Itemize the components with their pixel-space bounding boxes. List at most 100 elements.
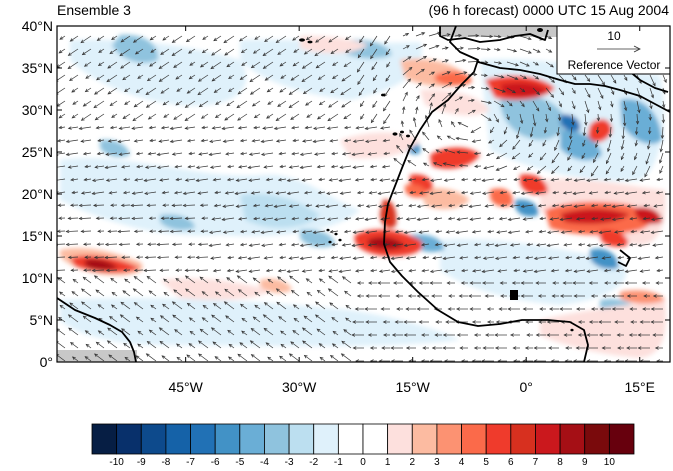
wind-vector	[634, 139, 638, 147]
wind-vector	[329, 230, 339, 234]
wind-vector	[315, 35, 326, 43]
wind-vector	[210, 61, 222, 70]
colorbar-label: 3	[434, 457, 440, 468]
wind-vector	[428, 102, 433, 115]
wind-vector	[459, 256, 469, 260]
wind-vector	[275, 139, 287, 143]
wind-vector	[535, 281, 546, 285]
wind-vector	[445, 320, 455, 324]
wind-vector	[590, 294, 598, 298]
wind-vector	[448, 203, 456, 208]
wind-vector	[539, 152, 547, 161]
wind-vector	[598, 230, 612, 235]
wind-vector	[316, 289, 326, 297]
wind-vector	[442, 346, 455, 350]
wind-vector	[573, 178, 586, 182]
mediterranean-coast	[477, 61, 670, 113]
wind-vector	[496, 230, 508, 234]
wind-vector	[80, 139, 92, 143]
wind-vector	[58, 216, 66, 220]
wind-vector	[421, 268, 430, 273]
wind-vector	[303, 354, 313, 362]
wind-vector	[554, 139, 560, 151]
wind-vector	[145, 87, 157, 96]
wind-vector	[137, 330, 144, 336]
madeira-island	[381, 93, 385, 97]
wind-vector	[303, 315, 313, 323]
wind-vector	[645, 152, 651, 165]
wind-vector	[435, 320, 442, 324]
wind-vector	[131, 191, 144, 195]
wind-vector	[91, 191, 105, 196]
wind-vector	[352, 320, 364, 324]
wind-vector	[82, 276, 92, 284]
wind-vector	[344, 290, 352, 297]
wind-vector	[276, 230, 287, 234]
wind-vector	[224, 288, 235, 297]
wind-vector	[519, 100, 525, 108]
wind-vector	[213, 87, 222, 93]
wind-vector	[124, 356, 131, 362]
wind-vector	[493, 87, 506, 93]
wind-vector	[576, 307, 585, 311]
wind-vector	[188, 74, 196, 80]
wind-vector	[343, 138, 352, 143]
colorbar-label: -2	[309, 457, 318, 468]
wind-vector	[133, 302, 144, 310]
wind-vector	[441, 33, 451, 37]
wind-vector	[486, 307, 494, 311]
wind-vector	[306, 291, 313, 297]
wind-vector	[329, 302, 339, 310]
colorbar-label: -3	[285, 457, 294, 468]
wind-vector	[328, 269, 339, 273]
wind-vector	[135, 355, 144, 362]
wind-vector	[599, 243, 612, 247]
wind-vector	[241, 330, 248, 336]
wind-vector	[275, 35, 287, 43]
wind-vector	[110, 277, 118, 284]
wind-vector	[146, 341, 157, 349]
wind-vector	[186, 302, 196, 310]
wind-vector	[495, 165, 508, 171]
wind-vector	[119, 48, 131, 57]
wind-vector	[107, 139, 118, 143]
wind-vector	[67, 165, 79, 169]
wind-vector	[526, 165, 534, 171]
wind-vector	[493, 61, 503, 65]
wind-vector	[91, 268, 105, 273]
wind-vector	[403, 333, 416, 337]
wind-vector	[96, 35, 105, 41]
wind-vector	[394, 320, 403, 324]
wind-vector	[224, 113, 235, 121]
wind-vector	[482, 191, 495, 195]
wind-vector	[305, 278, 313, 284]
wind-vector	[447, 216, 456, 221]
wind-vector	[94, 113, 105, 121]
wind-vector	[213, 203, 222, 208]
wind-vector	[67, 255, 79, 260]
wind-vector	[227, 356, 235, 362]
wind-vector	[93, 100, 105, 109]
wind-vector	[331, 343, 339, 349]
wind-vector	[365, 204, 378, 208]
wind-vector	[302, 87, 313, 95]
wind-vector	[252, 48, 261, 54]
wind-vector	[223, 35, 235, 44]
wind-vector	[520, 281, 533, 285]
wind-vector	[65, 152, 79, 157]
azores-island	[307, 40, 313, 44]
wind-vector	[520, 204, 534, 209]
lon-tick-label: 15°E	[624, 379, 655, 395]
wind-vector	[537, 204, 547, 208]
wind-vector	[616, 242, 625, 247]
lon-tick-label: 45°W	[168, 379, 203, 395]
wind-vector	[441, 59, 449, 63]
wind-vector	[292, 35, 300, 41]
wind-vector	[559, 217, 573, 222]
wind-vector	[186, 87, 196, 94]
wind-vector	[522, 217, 534, 221]
panel-title: Ensemble 3	[57, 2, 131, 18]
wind-vector	[299, 243, 313, 248]
wind-vector	[380, 307, 390, 311]
wind-vector	[286, 191, 300, 196]
